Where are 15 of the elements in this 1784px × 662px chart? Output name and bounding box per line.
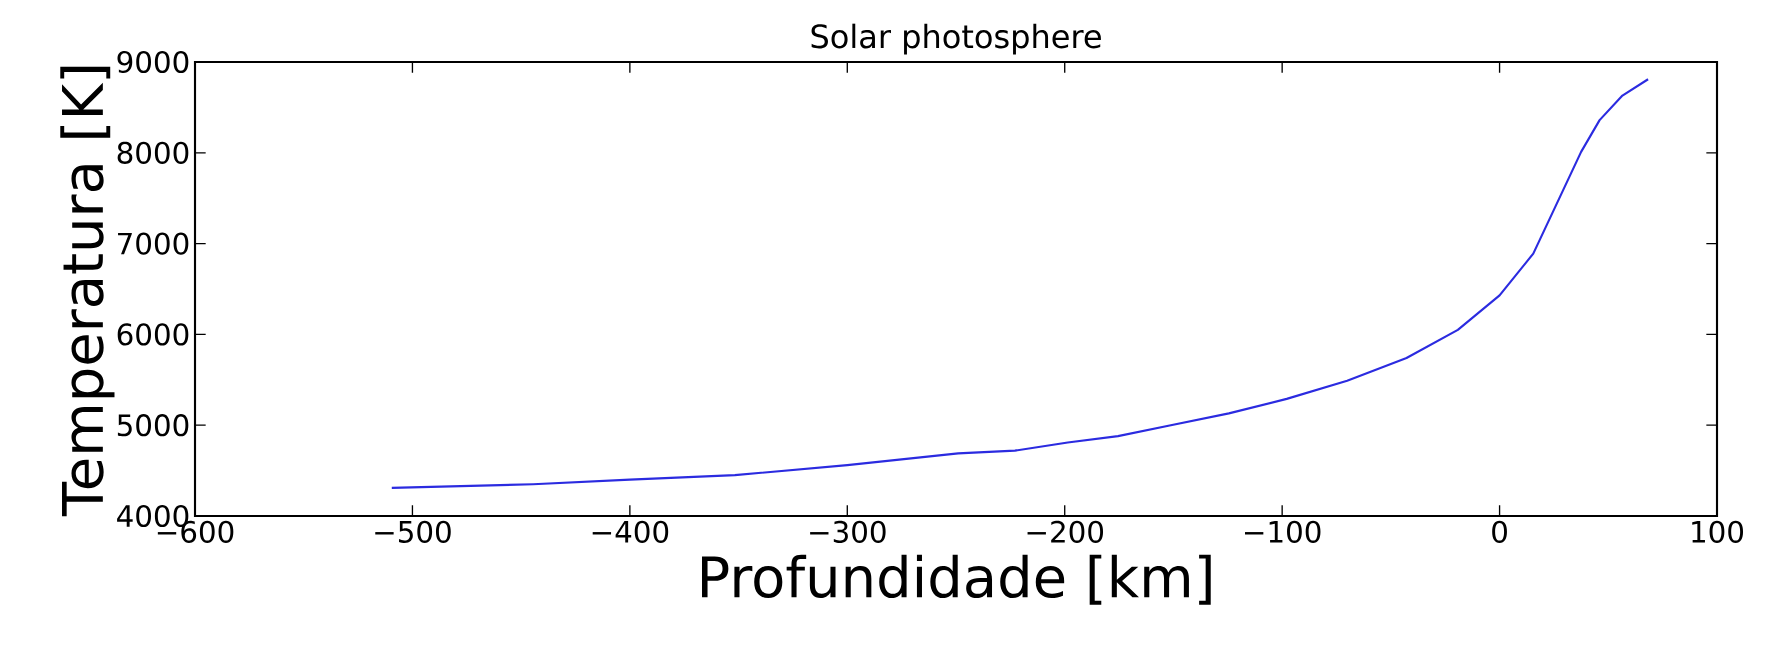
x-tick-label: −300 bbox=[810, 520, 886, 543]
y-axis-title: Temperatura [K] bbox=[60, 66, 115, 517]
x-tick-label: −200 bbox=[1027, 520, 1104, 543]
x-tick-label: −400 bbox=[592, 520, 669, 543]
x-axis-title: Profundidade [km] bbox=[702, 554, 1211, 605]
chart-title: Solar photosphere bbox=[811, 23, 1101, 55]
y-tick-label: 5000 bbox=[117, 414, 189, 437]
x-tick-label: −100 bbox=[1244, 520, 1321, 543]
x-tick-label: 100 bbox=[1692, 520, 1744, 543]
y-tick-label: 7000 bbox=[118, 232, 189, 255]
x-tick-label: −500 bbox=[375, 520, 451, 543]
y-tick-label: 9000 bbox=[117, 50, 189, 74]
x-tick-label: 0 bbox=[1492, 520, 1507, 543]
y-tick-label: 6000 bbox=[117, 323, 189, 346]
y-tick-label: 8000 bbox=[117, 141, 189, 164]
